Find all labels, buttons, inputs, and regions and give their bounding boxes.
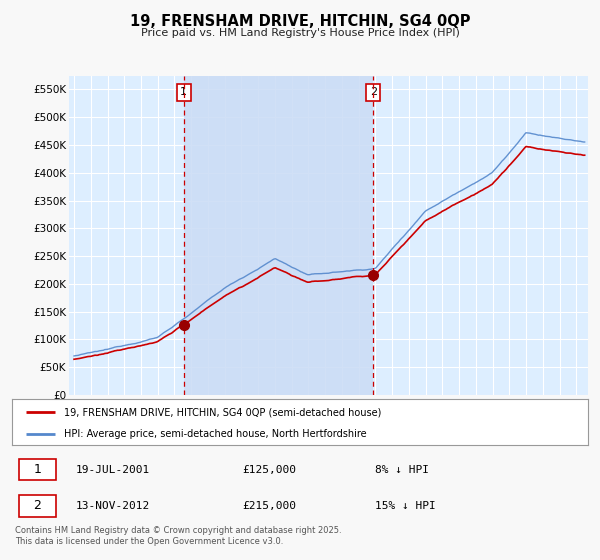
Text: 1: 1 <box>180 87 187 97</box>
FancyBboxPatch shape <box>19 495 56 517</box>
Text: 19, FRENSHAM DRIVE, HITCHIN, SG4 0QP: 19, FRENSHAM DRIVE, HITCHIN, SG4 0QP <box>130 14 470 29</box>
Text: 2: 2 <box>370 87 377 97</box>
Text: Price paid vs. HM Land Registry's House Price Index (HPI): Price paid vs. HM Land Registry's House … <box>140 28 460 38</box>
Text: £215,000: £215,000 <box>242 501 296 511</box>
Bar <box>184 76 373 395</box>
Text: Contains HM Land Registry data © Crown copyright and database right 2025.
This d: Contains HM Land Registry data © Crown c… <box>15 526 341 546</box>
Text: 15% ↓ HPI: 15% ↓ HPI <box>375 501 436 511</box>
Text: 2: 2 <box>34 500 41 512</box>
Text: 8% ↓ HPI: 8% ↓ HPI <box>375 464 429 474</box>
Text: 19-JUL-2001: 19-JUL-2001 <box>76 464 149 474</box>
Text: HPI: Average price, semi-detached house, North Hertfordshire: HPI: Average price, semi-detached house,… <box>64 429 367 438</box>
Text: 1: 1 <box>34 463 41 476</box>
Text: 13-NOV-2012: 13-NOV-2012 <box>76 501 149 511</box>
Text: £125,000: £125,000 <box>242 464 296 474</box>
Text: 19, FRENSHAM DRIVE, HITCHIN, SG4 0QP (semi-detached house): 19, FRENSHAM DRIVE, HITCHIN, SG4 0QP (se… <box>64 407 381 417</box>
FancyBboxPatch shape <box>19 459 56 480</box>
